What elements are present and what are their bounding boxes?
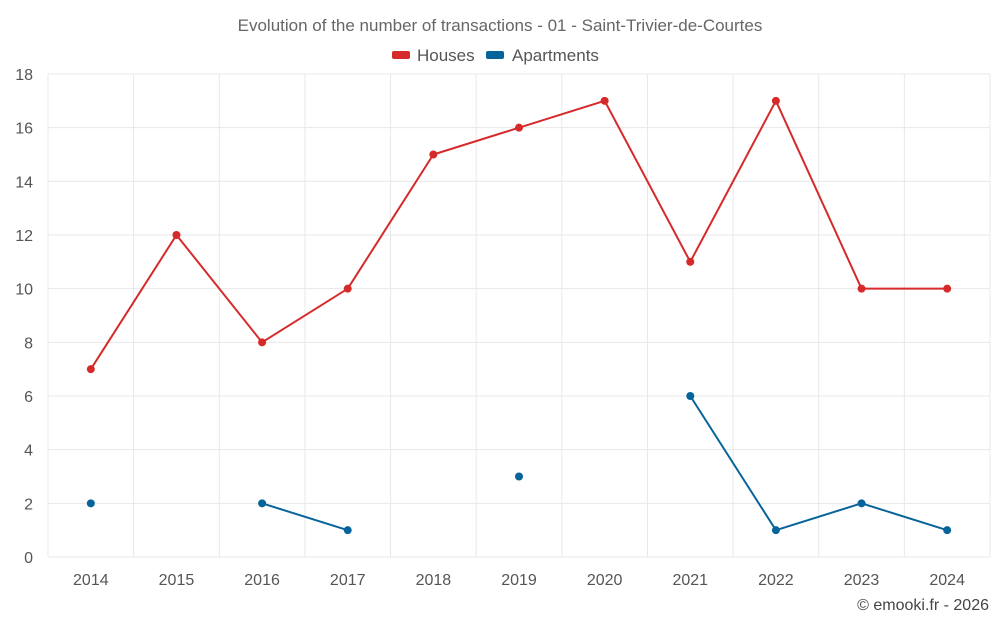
series-houses: [86, 96, 952, 374]
legend-item-houses[interactable]: Houses: [392, 46, 475, 65]
data-point[interactable]: [429, 150, 438, 159]
grid: [47, 73, 991, 558]
data-point[interactable]: [857, 499, 866, 508]
x-tick-label: 2024: [929, 572, 965, 589]
y-tick-label: 18: [15, 67, 33, 84]
data-point[interactable]: [258, 338, 267, 347]
series-apartments: [86, 392, 952, 535]
data-point[interactable]: [943, 526, 952, 535]
legend-label: Houses: [417, 46, 475, 65]
y-tick-label: 12: [15, 228, 33, 245]
y-tick-label: 4: [24, 443, 33, 460]
y-tick-label: 2: [24, 496, 33, 513]
chart-title: Evolution of the number of transactions …: [238, 16, 763, 35]
y-tick-label: 0: [24, 550, 33, 567]
x-tick-label: 2014: [73, 572, 109, 589]
data-point[interactable]: [943, 284, 952, 293]
data-point[interactable]: [258, 499, 267, 508]
data-point[interactable]: [857, 284, 866, 293]
series-line-segment: [689, 395, 948, 532]
data-point[interactable]: [172, 231, 181, 239]
x-tick-label: 2016: [244, 572, 280, 589]
legend-label: Apartments: [512, 46, 599, 65]
x-tick-label: 2015: [159, 572, 195, 589]
data-point[interactable]: [515, 123, 523, 132]
y-tick-label: 14: [15, 174, 33, 191]
legend-swatch: [486, 51, 504, 59]
x-tick-label: 2020: [587, 572, 623, 589]
data-point[interactable]: [343, 284, 352, 293]
legend-item-apartments[interactable]: Apartments: [486, 46, 599, 65]
x-tick-label: 2018: [416, 572, 452, 589]
data-point[interactable]: [600, 96, 609, 105]
credit-text: © emooki.fr - 2026: [857, 597, 989, 614]
data-point[interactable]: [86, 365, 95, 374]
y-tick-label: 6: [24, 389, 33, 406]
data-point[interactable]: [86, 499, 95, 508]
data-point[interactable]: [686, 392, 695, 400]
series-line-segment: [261, 502, 349, 532]
data-point[interactable]: [771, 96, 780, 105]
data-point[interactable]: [343, 526, 352, 535]
legend-swatch: [392, 51, 410, 59]
y-tick-label: 16: [15, 121, 33, 138]
y-tick-label: 10: [15, 282, 33, 299]
data-point[interactable]: [771, 526, 780, 535]
y-axis: 0 2 4 6 8 10 12 14 16 18: [15, 67, 33, 567]
x-tick-label: 2019: [501, 572, 537, 589]
y-tick-label: 8: [24, 335, 33, 352]
legend: Houses Apartments: [392, 46, 599, 65]
x-tick-label: 2021: [672, 572, 708, 589]
x-tick-label: 2022: [758, 572, 794, 589]
x-tick-label: 2023: [844, 572, 880, 589]
x-tick-label: 2017: [330, 572, 366, 589]
data-point[interactable]: [686, 257, 695, 266]
series-layer: [86, 96, 952, 535]
data-point[interactable]: [515, 472, 523, 481]
x-axis: 2014 2015 2016 2017 2018 2019 2020 2021 2022 2023…: [73, 572, 965, 589]
